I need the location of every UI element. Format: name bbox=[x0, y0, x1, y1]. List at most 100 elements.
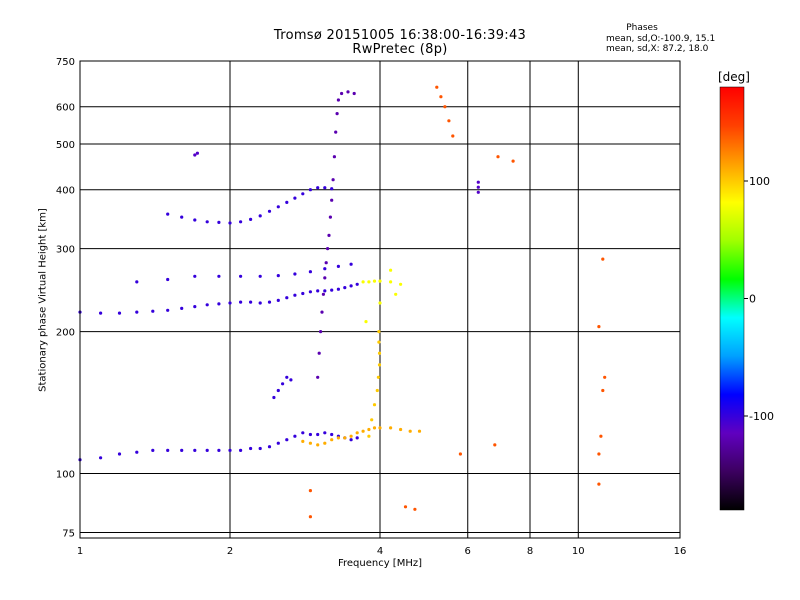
data-point bbox=[370, 418, 374, 422]
data-point bbox=[331, 178, 335, 182]
y-tick-label: 100 bbox=[56, 470, 75, 481]
data-point bbox=[372, 403, 377, 407]
data-point bbox=[258, 446, 262, 451]
data-point bbox=[413, 507, 417, 511]
data-point bbox=[330, 438, 334, 442]
data-point bbox=[217, 448, 221, 452]
data-point bbox=[367, 427, 371, 432]
data-point bbox=[597, 452, 601, 456]
data-point bbox=[193, 274, 197, 278]
data-point bbox=[458, 452, 462, 456]
data-point bbox=[332, 155, 336, 159]
data-point bbox=[367, 280, 371, 284]
data-point bbox=[276, 441, 280, 445]
data-point bbox=[417, 429, 422, 433]
x-tick-label: 1 bbox=[77, 546, 83, 557]
y-axis-ticks: 750 600 500 400 300 200 100 75 bbox=[56, 57, 75, 539]
data-point bbox=[361, 429, 365, 433]
data-point bbox=[180, 306, 184, 310]
data-point bbox=[511, 159, 515, 163]
data-point bbox=[239, 448, 243, 452]
data-point bbox=[355, 436, 359, 440]
data-point bbox=[451, 134, 455, 138]
data-point bbox=[323, 276, 327, 280]
data-point bbox=[323, 289, 327, 293]
data-point bbox=[399, 427, 403, 432]
data-point bbox=[316, 443, 320, 447]
data-point bbox=[195, 151, 199, 155]
data-point bbox=[327, 233, 331, 237]
data-point bbox=[377, 340, 381, 344]
y-tick-label: 300 bbox=[56, 245, 75, 256]
data-point bbox=[293, 272, 297, 276]
x-tick-label: 6 bbox=[465, 546, 471, 557]
data-point bbox=[597, 482, 601, 486]
chart-title: Tromsø 20151005 16:38:00-16:39:43 bbox=[273, 28, 527, 43]
phases-title: Phases bbox=[626, 23, 658, 33]
data-point bbox=[355, 282, 359, 286]
data-point bbox=[308, 188, 312, 192]
data-point bbox=[249, 217, 253, 221]
data-point bbox=[258, 301, 262, 305]
data-point bbox=[343, 286, 347, 290]
data-point bbox=[293, 434, 297, 438]
data-point bbox=[349, 438, 353, 442]
data-point bbox=[239, 220, 243, 224]
data-point bbox=[372, 279, 377, 283]
data-point bbox=[285, 296, 289, 300]
data-point bbox=[330, 288, 334, 292]
data-point bbox=[336, 98, 340, 102]
data-point bbox=[493, 443, 497, 447]
data-point bbox=[276, 205, 280, 209]
data-point bbox=[267, 209, 272, 213]
data-point bbox=[378, 426, 382, 430]
chart-subtitle: RwPretec (8p) bbox=[352, 42, 448, 57]
data-point bbox=[364, 320, 368, 324]
data-point bbox=[258, 214, 262, 218]
data-point bbox=[320, 310, 324, 314]
data-points bbox=[78, 85, 607, 519]
phases-o-mode-stats: mean, sd,O:-100.9, 15.1 bbox=[606, 34, 716, 44]
data-point bbox=[403, 505, 408, 509]
y-tick-label: 400 bbox=[56, 186, 75, 197]
data-point bbox=[117, 311, 122, 315]
data-point bbox=[343, 436, 347, 440]
data-point bbox=[217, 274, 221, 278]
data-point bbox=[334, 130, 338, 134]
data-point bbox=[346, 90, 350, 94]
data-point bbox=[336, 436, 340, 440]
data-point bbox=[378, 301, 382, 305]
data-point bbox=[443, 105, 447, 109]
data-point bbox=[276, 298, 280, 302]
data-point bbox=[276, 274, 280, 278]
data-point bbox=[389, 268, 393, 272]
x-tick-label: 16 bbox=[674, 546, 687, 557]
data-point bbox=[180, 448, 184, 452]
data-point bbox=[308, 441, 312, 445]
x-tick-label: 2 bbox=[227, 546, 233, 557]
data-point bbox=[389, 426, 393, 430]
data-point bbox=[349, 284, 353, 288]
data-point bbox=[293, 293, 297, 297]
data-point bbox=[330, 187, 334, 191]
data-point bbox=[217, 302, 221, 306]
data-point bbox=[276, 388, 280, 393]
data-point bbox=[151, 448, 155, 452]
colorbar-tick-label: 100 bbox=[749, 175, 770, 188]
data-point bbox=[352, 91, 356, 96]
data-point bbox=[601, 388, 605, 393]
colorbar-ticks: 100 0 -100 bbox=[744, 175, 774, 423]
data-point bbox=[193, 305, 197, 309]
data-point bbox=[435, 85, 439, 89]
data-point bbox=[476, 190, 480, 194]
data-point bbox=[330, 198, 334, 202]
data-point bbox=[367, 434, 371, 438]
data-point bbox=[301, 291, 305, 296]
data-point bbox=[205, 303, 209, 307]
data-point bbox=[249, 446, 253, 451]
colorbar bbox=[719, 86, 745, 511]
data-point bbox=[151, 309, 155, 313]
data-point bbox=[316, 375, 320, 379]
data-point bbox=[439, 95, 443, 99]
